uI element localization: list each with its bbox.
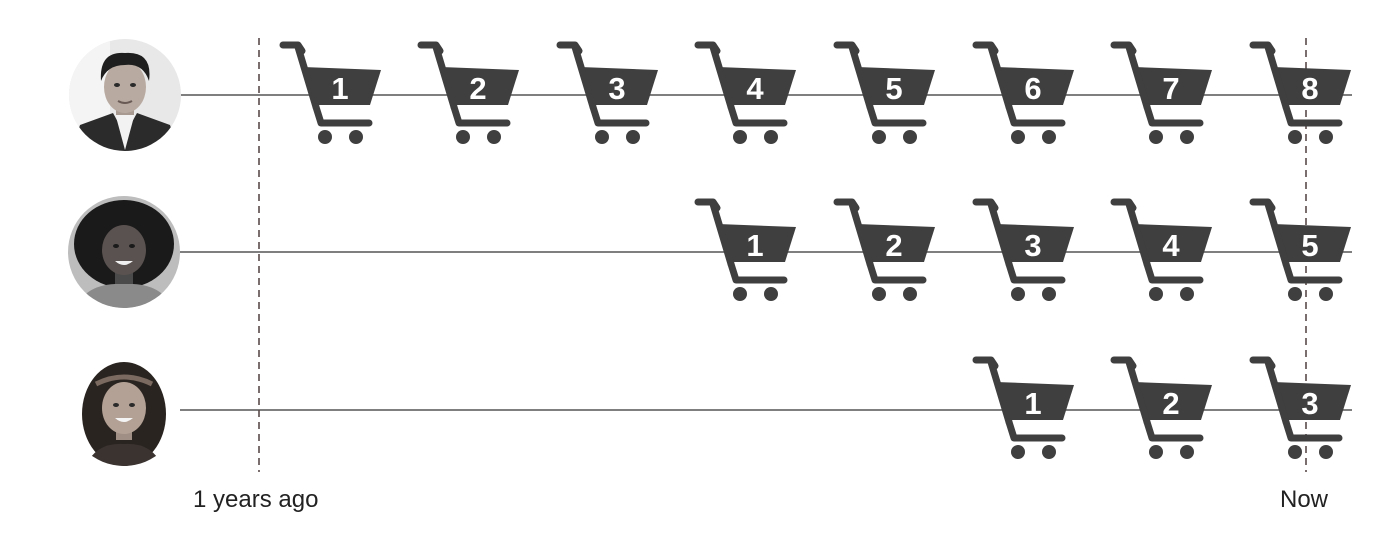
shopping-cart-icon: 1 (279, 41, 381, 144)
purchase-number: 4 (1162, 228, 1180, 263)
purchase-number: 7 (1162, 71, 1179, 106)
shopping-cart-icon: 3 (1249, 356, 1351, 459)
shopping-cart-icon: 2 (417, 41, 519, 144)
shopping-cart-icon: 3 (972, 198, 1074, 301)
purchase-number: 2 (885, 228, 902, 263)
shopping-cart-icon: 3 (556, 41, 658, 144)
purchase-number: 1 (746, 228, 763, 263)
purchase-number: 3 (608, 71, 625, 106)
shopping-cart-icon: 5 (833, 41, 935, 144)
purchase-number: 4 (746, 71, 764, 106)
shopping-cart-icon: 1 (972, 356, 1074, 459)
shopping-cart-icon: 7 (1110, 41, 1212, 144)
shopping-cart-icon: 1 (694, 198, 796, 301)
purchase-number: 3 (1301, 386, 1318, 421)
purchase-number: 1 (1024, 386, 1041, 421)
shopping-cart-icon: 6 (972, 41, 1074, 144)
man-portrait-avatar (69, 39, 181, 151)
shopping-cart-icon: 8 (1249, 41, 1351, 144)
shopping-cart-icon: 2 (833, 198, 935, 301)
shopping-cart-icon: 4 (694, 41, 796, 144)
shopping-cart-icon: 5 (1249, 198, 1351, 301)
start-time-label: 1 years ago (193, 486, 319, 513)
purchase-number: 2 (1162, 386, 1179, 421)
purchase-number: 5 (1301, 228, 1318, 263)
shopping-cart-icon: 2 (1110, 356, 1212, 459)
now-time-label: Now (1280, 486, 1329, 513)
purchase-number: 5 (885, 71, 902, 106)
woman-portrait-avatar (68, 196, 180, 308)
purchase-number: 8 (1301, 71, 1318, 106)
purchase-number: 3 (1024, 228, 1041, 263)
shopping-cart-icon: 4 (1110, 198, 1212, 301)
purchase-number: 2 (469, 71, 486, 106)
purchase-number: 1 (331, 71, 348, 106)
purchase-number: 6 (1024, 71, 1041, 106)
girl-portrait-avatar (68, 354, 180, 466)
